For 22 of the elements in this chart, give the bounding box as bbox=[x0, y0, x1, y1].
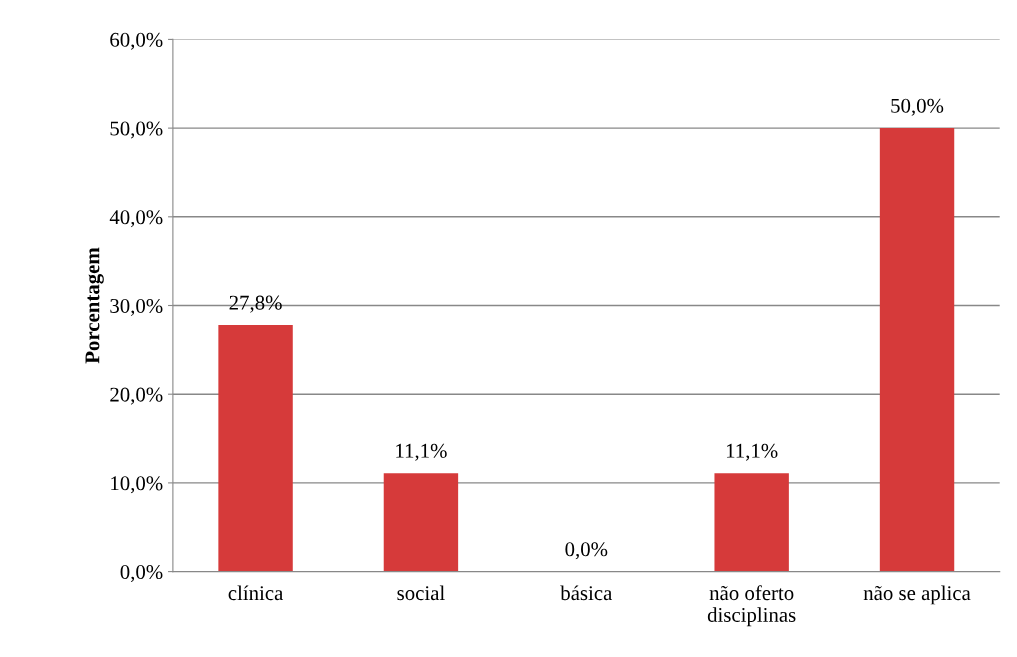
y-tick-label: 50,0% bbox=[110, 121, 163, 139]
y-tick-label: 40,0% bbox=[109, 210, 163, 228]
y-tick-label: 0,0% bbox=[120, 564, 163, 583]
bar bbox=[218, 325, 293, 572]
x-tick-label: social bbox=[397, 585, 445, 601]
y-axis-title: Porcentagem bbox=[85, 247, 104, 364]
x-tick-label: não oferto disciplinas bbox=[707, 585, 796, 627]
bar bbox=[879, 128, 955, 572]
data-label: 11,1% bbox=[726, 443, 778, 461]
bar bbox=[714, 473, 789, 572]
data-label: 11,1% bbox=[396, 443, 447, 461]
y-tick-label: 60,0% bbox=[110, 32, 163, 50]
data-label: 27,8% bbox=[229, 295, 282, 313]
y-tick-label: 10,0% bbox=[111, 476, 163, 494]
x-tick-label: clínica bbox=[228, 585, 284, 601]
data-label: 50,0% bbox=[891, 98, 944, 116]
data-label: 0,0% bbox=[565, 542, 608, 560]
x-tick-label: básica bbox=[560, 585, 613, 601]
bar bbox=[383, 473, 459, 572]
x-tick-label: não se aplica bbox=[863, 585, 971, 605]
y-tick-label: 30,0% bbox=[110, 298, 163, 316]
y-tick-label: 20,0% bbox=[110, 387, 163, 405]
